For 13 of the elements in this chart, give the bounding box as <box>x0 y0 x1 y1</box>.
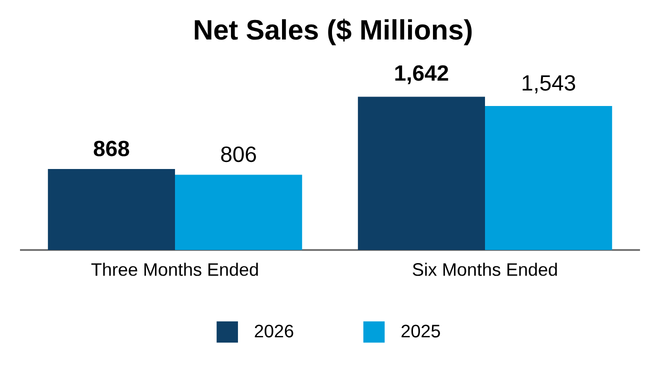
bar <box>358 96 486 250</box>
data-label: 1,642 <box>395 65 448 84</box>
x-tick-label: Six Months Ended <box>412 262 557 276</box>
data-label: 1,543 <box>522 75 576 94</box>
data-label: 806 <box>221 146 256 162</box>
data-label: 868 <box>94 140 130 156</box>
bar <box>48 169 176 250</box>
legend-label: 2026 <box>254 324 294 338</box>
chart-title: Net Sales ($ Millions) <box>194 18 472 46</box>
bar <box>175 174 302 250</box>
bar <box>485 106 612 250</box>
legend-label: 2025 <box>402 324 440 338</box>
x-tick-label: Three Months Ended <box>91 262 258 276</box>
